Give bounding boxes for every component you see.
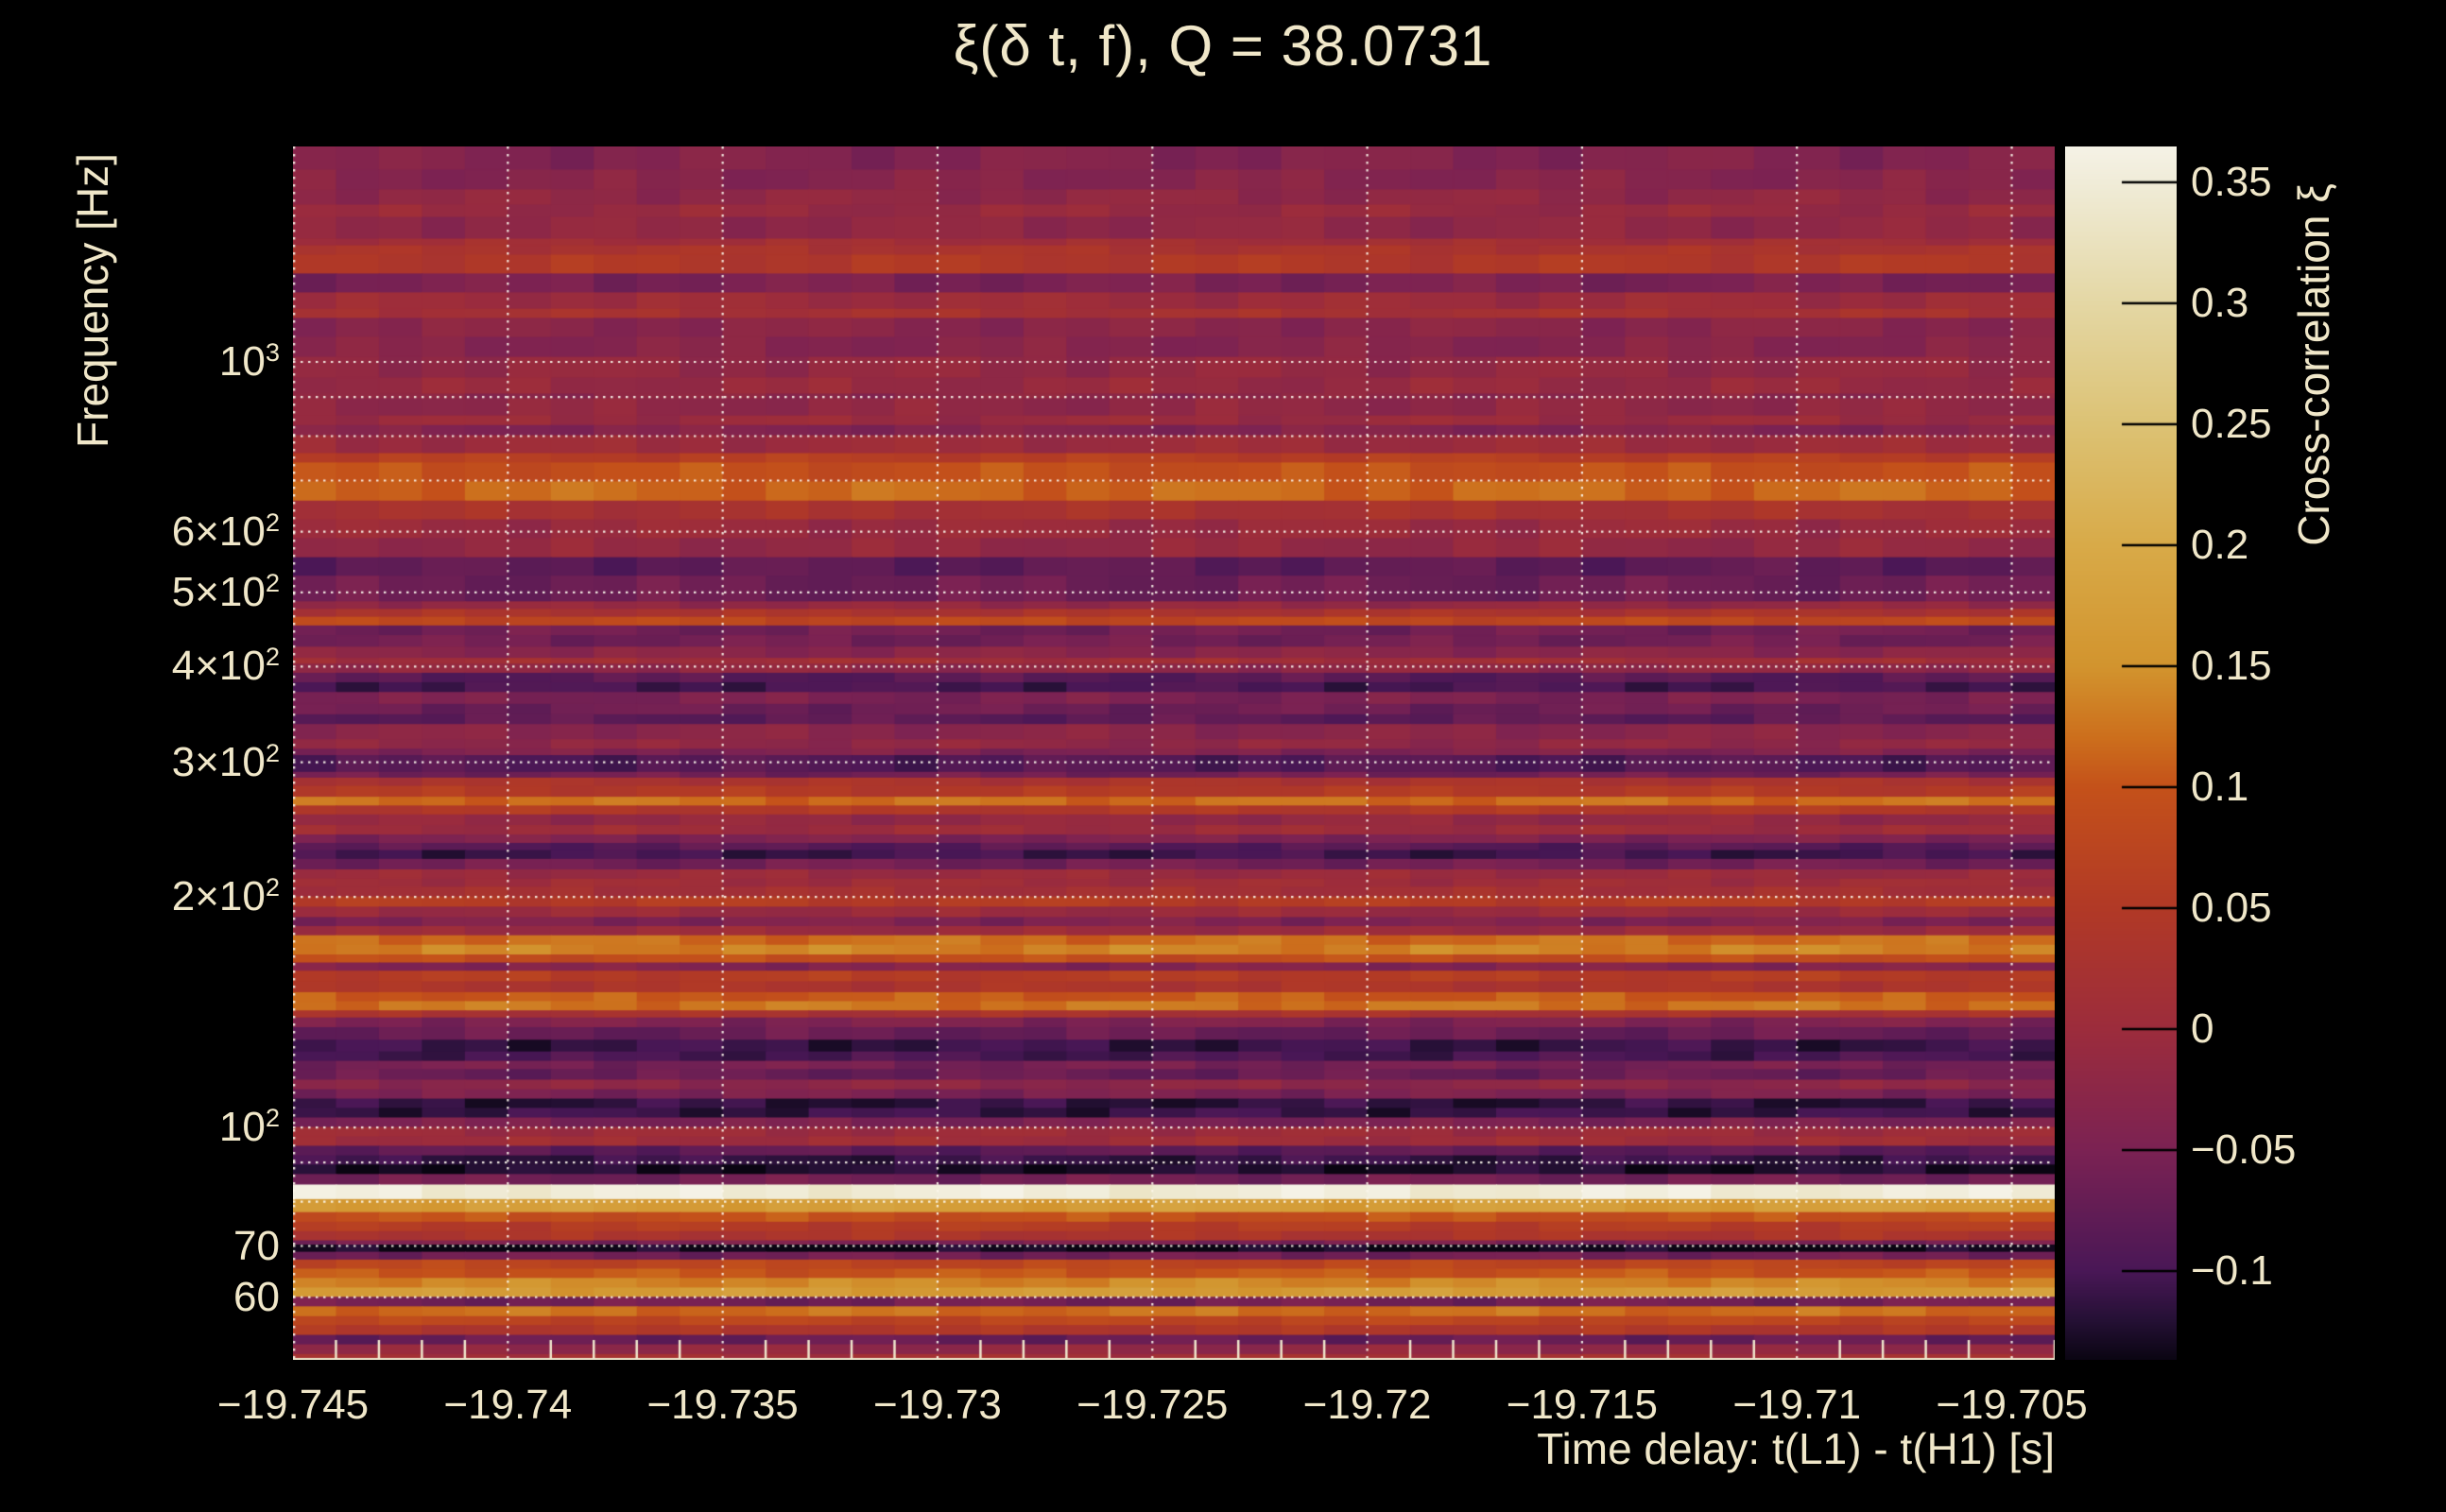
- colorbar-tick-label: 0.1: [2191, 763, 2249, 810]
- y-tick-label: 103: [218, 337, 280, 385]
- heatmap-canvas: [293, 146, 2055, 1360]
- colorbar-tick-label: 0.3: [2191, 279, 2249, 326]
- chart-title: ξ(δ t, f), Q = 38.0731: [953, 14, 1493, 77]
- colorbar-tick-label: 0.25: [2191, 400, 2272, 447]
- y-tick-label: 3×102: [171, 737, 280, 785]
- y-tick-label: 2×102: [171, 872, 280, 920]
- x-tick-label: −19.725: [1077, 1382, 1229, 1428]
- colorbar-tick-label: 0.15: [2191, 642, 2272, 689]
- colorbar-tick-label: −0.05: [2191, 1126, 2297, 1174]
- colorbar-tick-label: −0.1: [2191, 1247, 2273, 1295]
- x-axis-title: Time delay: t(L1) - t(H1) [s]: [1537, 1424, 2055, 1473]
- colorbar-tick-label: 0.2: [2191, 521, 2249, 568]
- x-tick-label: −19.73: [873, 1382, 1002, 1428]
- x-tick-label: −19.705: [1936, 1382, 2088, 1428]
- y-tick-label: 4×102: [171, 642, 280, 690]
- y-tick-label: 6×102: [171, 507, 280, 555]
- x-tick-label: −19.74: [443, 1382, 573, 1428]
- y-tick-label: 70: [233, 1222, 280, 1269]
- y-tick-label: 5×102: [171, 567, 280, 615]
- y-tick-label: 102: [218, 1103, 280, 1151]
- colorbar-tick-label: 0: [2191, 1005, 2214, 1052]
- colorbar-canvas: [2065, 146, 2177, 1360]
- y-axis-title: Frequency [Hz]: [68, 153, 117, 448]
- x-tick-label: −19.715: [1506, 1382, 1659, 1428]
- x-tick-label: −19.735: [646, 1382, 799, 1428]
- x-tick-label: −19.745: [216, 1382, 370, 1428]
- colorbar-tick-label: 0.05: [2191, 884, 2272, 931]
- x-tick-label: −19.71: [1732, 1382, 1862, 1428]
- y-tick-label: 60: [233, 1273, 280, 1320]
- x-tick-label: −19.72: [1302, 1382, 1432, 1428]
- colorbar-tick-label: 0.35: [2191, 158, 2272, 205]
- colorbar-title: Cross-correlation ξ: [2289, 183, 2338, 546]
